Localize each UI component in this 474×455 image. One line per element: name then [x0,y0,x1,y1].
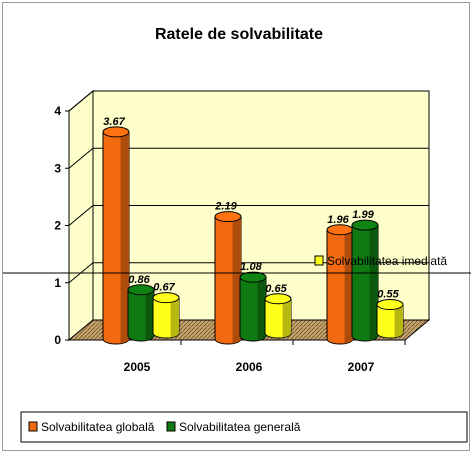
y-tick-label: 1 [54,276,61,290]
bar [326,224,354,345]
legend-item: Solvabilitatea generală [166,420,301,434]
gridline [68,205,429,226]
legend-label: Solvabilitatea globală [41,420,155,434]
x-tick-labels: 2005 2006 2007 [124,360,375,374]
legend-item: Solvabilitatea globală [28,420,155,434]
bars [102,126,404,345]
legend-label: Solvabilitatea imediată [327,254,447,268]
bar [102,126,130,345]
legend-swatch [28,421,38,432]
legend-swatch [314,255,324,266]
bar [351,219,379,342]
legend-item: Solvabilitatea imediată [314,254,447,268]
value-label: 0.86 [128,274,150,286]
value-labels: 3.67 0.860.67 2.19 1.080.65 1.96 1.99 0.55 [103,116,399,301]
y-tick-label: 4 [54,104,61,118]
value-label: 0.55 [377,289,399,301]
x-tick-label: 2005 [124,360,151,374]
legend-box [20,411,468,443]
value-label: 0.67 [153,282,175,294]
value-label: 2.19 [214,201,237,213]
bar [264,293,292,339]
x-tick-label: 2007 [348,360,375,374]
y-tick-label: 3 [54,161,61,175]
value-label: 1.96 [327,214,349,226]
chart-title: Ratele de solvabilitate [155,26,323,43]
x-tick-label: 2006 [236,360,263,374]
bar [127,284,155,342]
bar [239,271,267,342]
gridline [68,90,429,112]
y-tick-label: 2 [54,219,61,233]
y-tick-labels: 0 1 2 3 4 [54,104,61,347]
legend-label: Solvabilitatea generală [179,420,301,434]
y-tick-label: 0 [54,333,61,347]
value-label: 1.08 [240,261,262,273]
bar [376,299,404,339]
legend: Solvabilitatea globală Solvabilitatea gen… [20,254,468,443]
legend-swatch [166,421,176,432]
value-label: 3.67 [103,116,125,128]
value-label: 1.99 [352,209,374,221]
gridline [68,147,429,169]
value-label: 0.65 [265,283,287,295]
bar [152,292,180,339]
bar [214,211,242,345]
